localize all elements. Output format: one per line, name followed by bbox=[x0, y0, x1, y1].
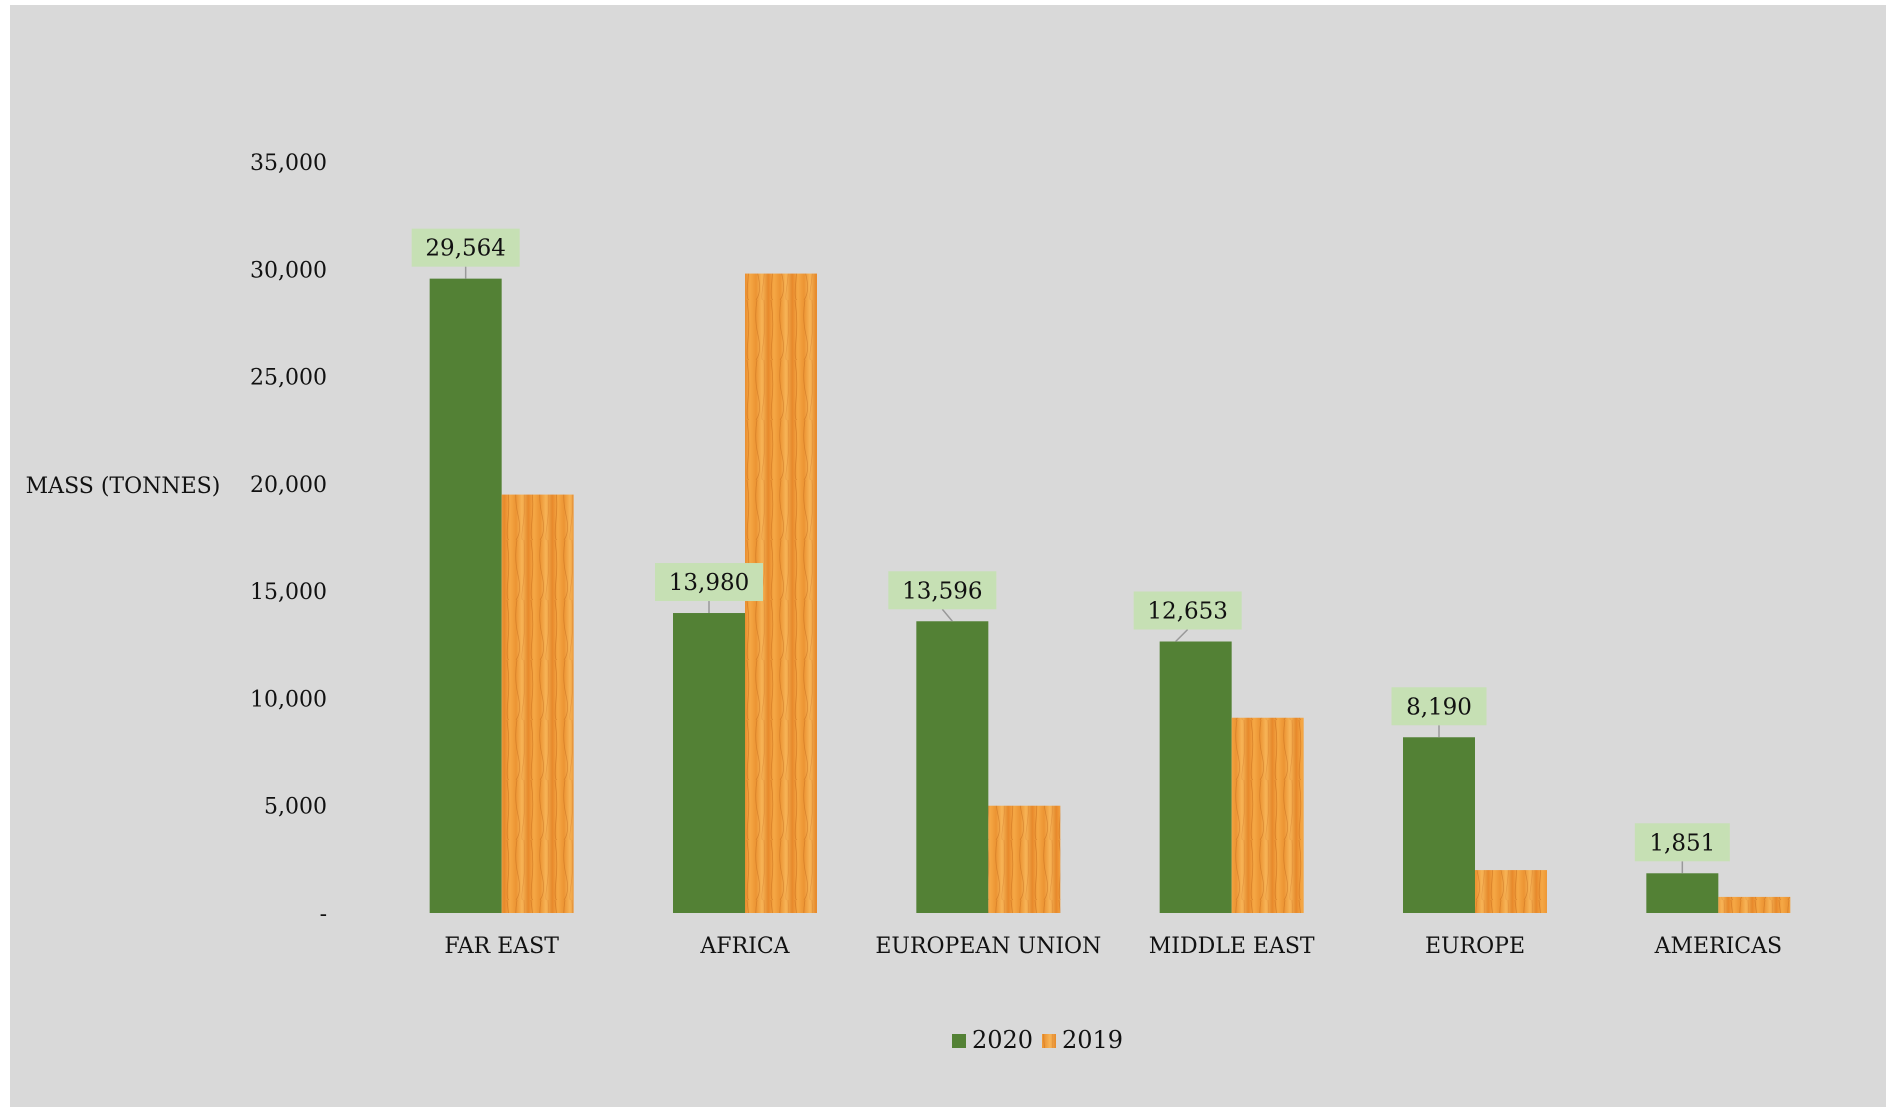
data-label-leader bbox=[1175, 628, 1189, 643]
data-label-2020: 1,851 bbox=[1649, 830, 1715, 856]
bar-2019 bbox=[501, 494, 574, 913]
data-label-2020: 29,564 bbox=[425, 236, 505, 262]
legend-label: 2019 bbox=[1062, 1026, 1123, 1054]
data-label-box bbox=[411, 228, 520, 267]
legend: 2020 2019 bbox=[952, 1026, 1123, 1054]
y-tick-label: - bbox=[320, 902, 327, 927]
y-tick-label: 5,000 bbox=[264, 795, 327, 820]
data-label-box bbox=[1634, 823, 1730, 862]
data-labels: 29,564 13,980 13,596 12,653 8,190 1,851 bbox=[411, 228, 1730, 874]
data-label-box bbox=[655, 563, 763, 602]
legend-label: 2020 bbox=[972, 1026, 1033, 1054]
y-tick-label: 10,000 bbox=[250, 687, 327, 712]
data-label-box bbox=[1391, 687, 1487, 726]
bar-2020 bbox=[916, 621, 989, 913]
y-axis-title: MASS (TONNES) bbox=[26, 474, 221, 499]
bar-2019 bbox=[1718, 896, 1791, 913]
y-tick-label: 20,000 bbox=[250, 473, 327, 498]
bar-2020 bbox=[1646, 873, 1719, 913]
bar-2019 bbox=[1475, 870, 1547, 913]
bar-2019 bbox=[988, 805, 1061, 913]
y-tick-label: 35,000 bbox=[250, 151, 327, 176]
x-tick-label: EUROPE bbox=[1425, 934, 1525, 959]
y-tick-label: 25,000 bbox=[250, 366, 327, 391]
bars bbox=[429, 273, 1791, 914]
bar-2020 bbox=[1159, 641, 1232, 913]
legend-swatch bbox=[1042, 1034, 1056, 1048]
x-axis: FAR EAST AFRICA EUROPEAN UNION MIDDLE EAST E… bbox=[444, 934, 1782, 959]
x-tick-label: AMERICAS bbox=[1654, 934, 1783, 959]
data-label-2020: 12,653 bbox=[1147, 599, 1227, 625]
data-label-2020: 13,596 bbox=[902, 578, 982, 604]
y-tick-label: 15,000 bbox=[250, 580, 327, 605]
bar-2019 bbox=[1231, 717, 1304, 913]
data-label-leader bbox=[941, 608, 953, 622]
data-label-2020: 8,190 bbox=[1406, 694, 1472, 720]
bar-2020 bbox=[429, 278, 502, 914]
y-tick-label: 30,000 bbox=[250, 258, 327, 283]
data-label-box bbox=[1133, 591, 1242, 630]
bar-2020 bbox=[673, 613, 745, 913]
data-label-2020: 13,980 bbox=[669, 570, 749, 596]
chart-background bbox=[10, 5, 1886, 1107]
x-tick-label: AFRICA bbox=[699, 934, 790, 959]
y-axis: - 5,000 10,000 15,000 20,000 25,000 30,000 35,0… bbox=[250, 151, 327, 927]
x-tick-label: FAR EAST bbox=[444, 934, 559, 959]
legend-swatch bbox=[952, 1034, 966, 1048]
data-label-box bbox=[888, 571, 997, 610]
x-tick-label: EUROPEAN UNION bbox=[875, 934, 1101, 959]
bar-2020 bbox=[1403, 737, 1475, 913]
x-tick-label: MIDDLE EAST bbox=[1149, 934, 1315, 959]
